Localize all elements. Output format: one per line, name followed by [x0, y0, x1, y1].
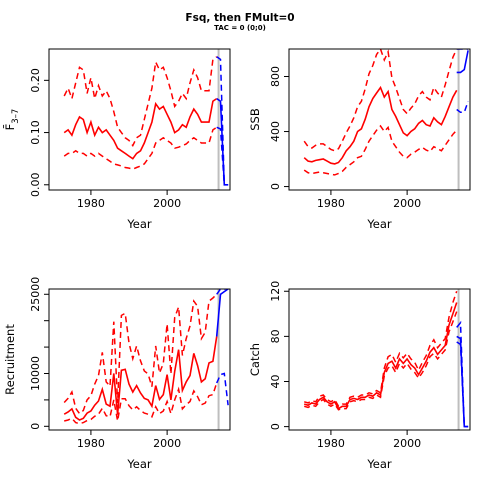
x-tick-label: 1980 — [77, 437, 105, 450]
x-tick-label: 2000 — [393, 197, 421, 210]
plot-area — [63, 289, 229, 430]
historical-upper-ci-line — [63, 293, 218, 415]
historical-lower-ci-line — [64, 382, 218, 425]
y-tick-label: 400 — [269, 121, 282, 142]
y-axis-label-subscript: 3–7 — [11, 109, 21, 124]
y-tick-label: 10000 — [29, 356, 42, 391]
projection-lower-ci-line — [216, 372, 229, 406]
plot-frame — [288, 288, 471, 431]
y-axis-label: SSB — [248, 108, 262, 131]
x-axis-label: Year — [126, 217, 152, 231]
x-tick-label: 2000 — [393, 437, 421, 450]
projection-median-line — [456, 50, 469, 74]
y-tick-label: 0 — [269, 423, 282, 430]
historical-upper-ci-line — [303, 49, 458, 152]
figure-subtitle: TAC = 0 (0;0) — [214, 24, 266, 32]
historical-upper-ci-line — [63, 56, 218, 148]
y-axis-label: Recruitment — [3, 324, 17, 395]
x-axis-label: Year — [126, 457, 152, 471]
historical-lower-ci-line — [303, 311, 458, 411]
y-tick-label: 80 — [269, 329, 282, 343]
historical-median-line — [303, 302, 458, 410]
plot-frame — [288, 48, 471, 191]
x-tick-label: 1980 — [77, 197, 105, 210]
y-tick-label: 120 — [269, 281, 282, 302]
projection-lower-ci-line — [456, 101, 469, 114]
plot-area — [303, 289, 469, 430]
historical-median-line — [303, 85, 458, 165]
projection-upper-ci-line — [216, 289, 229, 295]
plot-area — [63, 49, 229, 190]
y-tick-label: 800 — [269, 66, 282, 87]
historical-median-line — [63, 97, 218, 160]
y-tick-label: 0.20 — [29, 68, 42, 93]
x-tick-label: 2000 — [153, 437, 181, 450]
projection-median-line — [456, 335, 469, 428]
projection-median-line — [215, 289, 229, 337]
historical-lower-ci-line — [303, 124, 458, 176]
y-axis-label-main: F̄ — [3, 124, 17, 131]
plot-frame — [48, 288, 231, 431]
projection-median-line — [216, 97, 229, 186]
y-tick-label: 25000 — [29, 277, 42, 312]
x-tick-label: 1980 — [317, 197, 345, 210]
x-axis-label: Year — [366, 457, 392, 471]
y-tick-label: 0 — [269, 183, 282, 190]
y-tick-label: 0 — [29, 423, 42, 430]
historical-median-line — [63, 336, 218, 421]
y-tick-label: 0.00 — [29, 173, 42, 198]
x-tick-label: 2000 — [153, 197, 181, 210]
y-axis-label: Catch — [248, 343, 262, 376]
y-tick-label: 0.10 — [29, 120, 42, 145]
y-axis-label: F̄3–7 — [3, 109, 21, 131]
x-axis-label: Year — [366, 217, 392, 231]
y-tick-label: 40 — [269, 374, 282, 388]
figure-title: Fsq, then FMult=0 — [185, 12, 294, 24]
plot-frame — [48, 48, 231, 191]
x-tick-label: 1980 — [317, 437, 345, 450]
plot-area — [303, 49, 469, 190]
